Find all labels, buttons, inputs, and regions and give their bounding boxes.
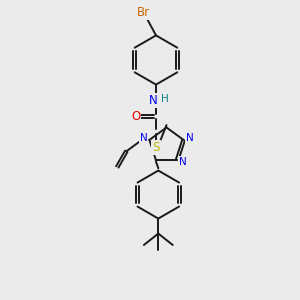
Text: H: H [160,94,168,104]
Text: N: N [140,134,147,143]
Text: N: N [179,157,187,166]
Text: N: N [149,94,158,107]
Text: N: N [186,134,194,143]
Text: S: S [152,141,160,154]
Text: Br: Br [137,6,150,20]
Text: O: O [131,110,140,123]
